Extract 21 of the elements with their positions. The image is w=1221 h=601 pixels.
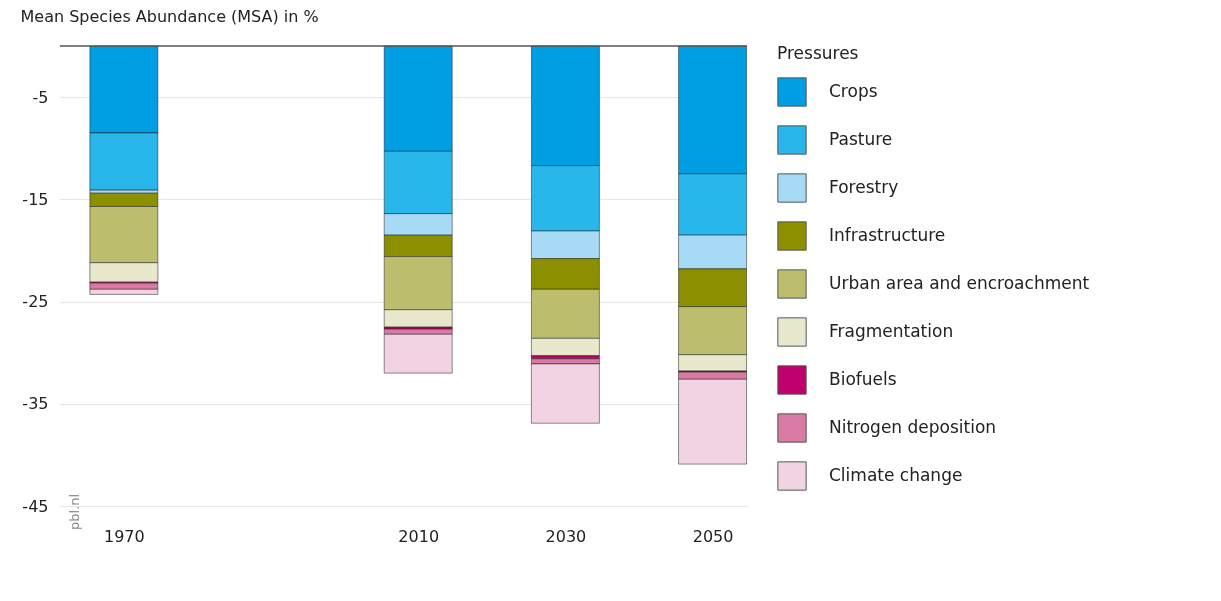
x-tick-label: 2030	[545, 526, 587, 546]
y-tick-label: -15	[22, 189, 49, 209]
legend-label: Crops	[829, 81, 878, 101]
legend-label: Urban area and encroachment	[829, 273, 1090, 293]
legend-label: Pasture	[829, 129, 893, 149]
x-tick-label: 2050	[692, 526, 734, 546]
y-axis-title: Mean Species Abundance (MSA) in %	[20, 6, 319, 26]
x-tick-label: 1970	[104, 526, 145, 546]
legend-label: Fragmentation	[829, 321, 954, 341]
y-tick-label: -45	[22, 496, 49, 516]
legend-label: Biofuels	[829, 369, 897, 389]
y-tick-label: -35	[22, 394, 49, 414]
legend-label: Nitrogen deposition	[829, 417, 997, 437]
legend-label: Infrastructure	[829, 225, 946, 245]
annotation: pbl.nl	[67, 493, 82, 530]
y-tick-label: -25	[22, 292, 49, 312]
y-tick-label: -5	[32, 87, 49, 107]
legend-label: Climate change	[829, 465, 963, 485]
legend-title: Pressures	[777, 43, 859, 63]
legend-label: Forestry	[829, 177, 899, 197]
x-tick-label: 2010	[398, 526, 440, 546]
